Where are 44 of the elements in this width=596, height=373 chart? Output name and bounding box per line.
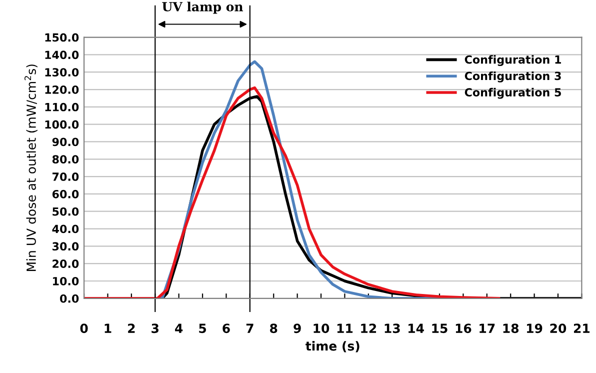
x-tick-label: 11	[337, 324, 353, 333]
y-tick-label: 90.0	[52, 138, 79, 146]
x-tick-label: 5	[199, 324, 206, 334]
x-tick-label: 0	[80, 324, 88, 334]
y-tick-label: 80.0	[52, 155, 79, 164]
legend-label: Configuration 5	[464, 88, 561, 99]
text: UV lamp on	[162, 2, 244, 14]
x-tick-label: 17	[480, 324, 495, 333]
y-tick-label: 130.0	[45, 68, 79, 76]
legend-label: Configuration 1	[464, 55, 561, 66]
y-tick-label: 100.0	[45, 120, 79, 129]
y-tick-label: 30.0	[52, 242, 79, 251]
y-tick-label: 70.0	[52, 172, 79, 181]
x-tick-label: 8	[270, 324, 278, 334]
x-tick-label: 19	[527, 324, 542, 334]
x-tick-label: 14	[408, 324, 424, 333]
x-tick-label: 10	[314, 324, 330, 334]
y-tick-label: 0.0	[60, 294, 79, 303]
x-tick-label: 20	[550, 324, 566, 334]
x-tick-label: 4	[175, 324, 183, 333]
x-tick-label: 12	[361, 324, 376, 333]
y-tick-label: 40.0	[52, 224, 79, 234]
y-tick-label: 150.0	[45, 33, 79, 42]
y-tick-label: 60.0	[52, 190, 79, 198]
x-tick-label: 15	[432, 324, 448, 334]
x-tick-label: 2	[128, 324, 135, 333]
legend-label: Configuration 3	[464, 72, 561, 82]
y-tick-label: 50.0	[52, 207, 79, 216]
x-tick-label: 13	[384, 324, 400, 334]
x-tick-label: 7	[246, 324, 254, 333]
y-tick-label: 120.0	[45, 85, 79, 94]
y-tick-label: 140.0	[45, 50, 79, 60]
y-tick-label: 20.0	[52, 260, 79, 268]
y-axis-title: Min UV dose at outlet (mW/cm$^{2}$s)	[24, 64, 38, 271]
x-tick-label: 1	[104, 324, 112, 333]
x-tick-label: 3	[152, 324, 158, 334]
x-tick-label: 21	[574, 324, 590, 333]
x-tick-label: 16	[456, 324, 472, 334]
y-tick-label: 10.0	[53, 276, 79, 286]
x-axis-title: time (s)	[306, 341, 360, 352]
y-tick-label: 110.0	[45, 102, 79, 112]
x-tick-label: 9	[294, 324, 301, 334]
x-tick-label: 18	[503, 324, 519, 334]
x-tick-label: 6	[222, 324, 230, 334]
